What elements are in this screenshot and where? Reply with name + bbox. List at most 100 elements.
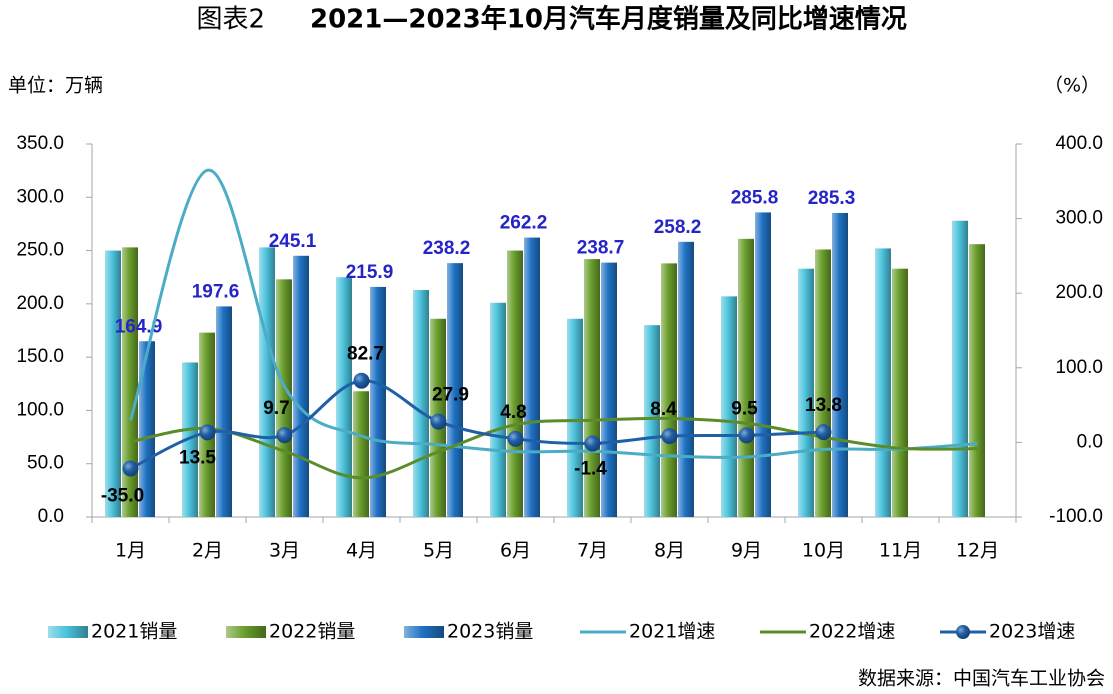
y2-tick-label: -100.0 [1049, 506, 1103, 527]
marker [815, 424, 832, 441]
legend-label: 2021增速 [629, 621, 715, 643]
x-tick-label: 9月 [731, 540, 762, 562]
bar [661, 263, 677, 517]
bar-value-label: 245.1 [269, 231, 317, 252]
x-tick-label: 6月 [500, 540, 531, 562]
line-value-label: 9.5 [731, 398, 758, 419]
legend-label: 2022销量 [269, 621, 355, 643]
bar [815, 249, 831, 517]
bar [755, 212, 771, 517]
line-value-label: -1.4 [574, 458, 607, 479]
bar [507, 250, 523, 518]
line-value-label: -35.0 [101, 486, 144, 507]
line-value-label: 82.7 [347, 344, 384, 365]
bar-value-label: 285.8 [731, 187, 779, 208]
bar-value-label: 258.2 [654, 217, 702, 238]
x-tick-label: 8月 [654, 540, 685, 562]
line-value-label: 4.8 [500, 402, 526, 423]
bar [447, 263, 463, 517]
line [129, 168, 978, 459]
marker [738, 427, 755, 444]
bar [293, 255, 309, 517]
x-tick-label: 11月 [879, 540, 922, 562]
line-value-label: 8.4 [650, 399, 677, 420]
bar [276, 279, 292, 517]
bar [413, 290, 429, 517]
marker [430, 413, 447, 430]
marker [353, 372, 370, 389]
bar [678, 241, 694, 517]
legend-swatch [226, 626, 266, 638]
bar [798, 268, 814, 517]
y-tick-label: 300.0 [16, 186, 64, 207]
y-tick-label: 100.0 [16, 399, 64, 420]
marker [661, 428, 678, 445]
source: 数据来源：中国汽车工业协会 [858, 668, 1105, 690]
legend-swatch [48, 626, 88, 638]
bar [875, 248, 891, 517]
bar [105, 250, 121, 518]
x-tick-label: 5月 [423, 540, 454, 562]
legend-label: 2021销量 [91, 621, 177, 643]
line-value-label: 13.5 [179, 447, 216, 468]
legend-label: 2022增速 [809, 621, 895, 643]
bar [567, 318, 583, 517]
bar-value-label: 164.9 [115, 316, 163, 337]
bar [969, 244, 985, 518]
bar [524, 237, 540, 518]
marker [199, 424, 216, 441]
y2-tick-label: 200.0 [1055, 282, 1103, 303]
bar [644, 325, 660, 517]
x-tick-label: 2月 [192, 540, 223, 562]
unit-left: 单位：万辆 [8, 75, 103, 97]
marker [507, 430, 524, 447]
marker [584, 435, 601, 452]
y-tick-label: 0.0 [38, 506, 64, 527]
bar [122, 247, 138, 518]
line-value-label: 13.8 [805, 395, 842, 416]
bar [139, 341, 155, 517]
x-tick-label: 10月 [802, 540, 845, 562]
bar [832, 212, 848, 517]
legend-marker [956, 625, 970, 639]
x-tick-label: 3月 [269, 540, 300, 562]
legend-swatch [404, 626, 444, 638]
bar [490, 302, 506, 517]
bar [370, 286, 386, 517]
y-tick-label: 250.0 [16, 240, 64, 261]
y-tick-label: 350.0 [16, 133, 64, 154]
figure-label: 图表2 [196, 5, 265, 35]
marker [276, 427, 293, 444]
bar [336, 277, 352, 517]
y2-tick-label: 400.0 [1055, 133, 1103, 154]
legend-label: 2023销量 [447, 621, 533, 643]
chart-title: 2021—2023年10月汽车月度销量及同比增速情况 [310, 4, 907, 35]
bar-value-label: 285.3 [808, 188, 856, 209]
line-value-label: 9.7 [263, 398, 289, 419]
bar [353, 391, 369, 517]
bar [892, 268, 908, 517]
bar [952, 220, 968, 517]
unit-right: （%） [1044, 75, 1100, 97]
x-tick-label: 1月 [115, 540, 146, 562]
x-tick-label: 12月 [956, 540, 999, 562]
line-value-label: 27.9 [432, 385, 469, 406]
bar-value-label: 238.7 [577, 238, 625, 259]
bar [721, 296, 737, 517]
marker [122, 460, 139, 477]
x-tick-label: 4月 [346, 540, 377, 562]
bar [738, 238, 754, 517]
line [129, 379, 824, 470]
legend-label: 2023增速 [989, 621, 1075, 643]
bar-value-label: 215.9 [346, 262, 394, 283]
y-tick-label: 150.0 [16, 346, 64, 367]
bar [259, 247, 275, 518]
bar [216, 306, 232, 517]
bar-value-label: 238.2 [423, 238, 471, 259]
y2-tick-label: 0.0 [1077, 431, 1103, 452]
y2-tick-label: 300.0 [1055, 208, 1103, 229]
y2-tick-label: 100.0 [1055, 357, 1103, 378]
bar-value-label: 262.2 [500, 213, 548, 234]
y-tick-label: 200.0 [16, 293, 64, 314]
